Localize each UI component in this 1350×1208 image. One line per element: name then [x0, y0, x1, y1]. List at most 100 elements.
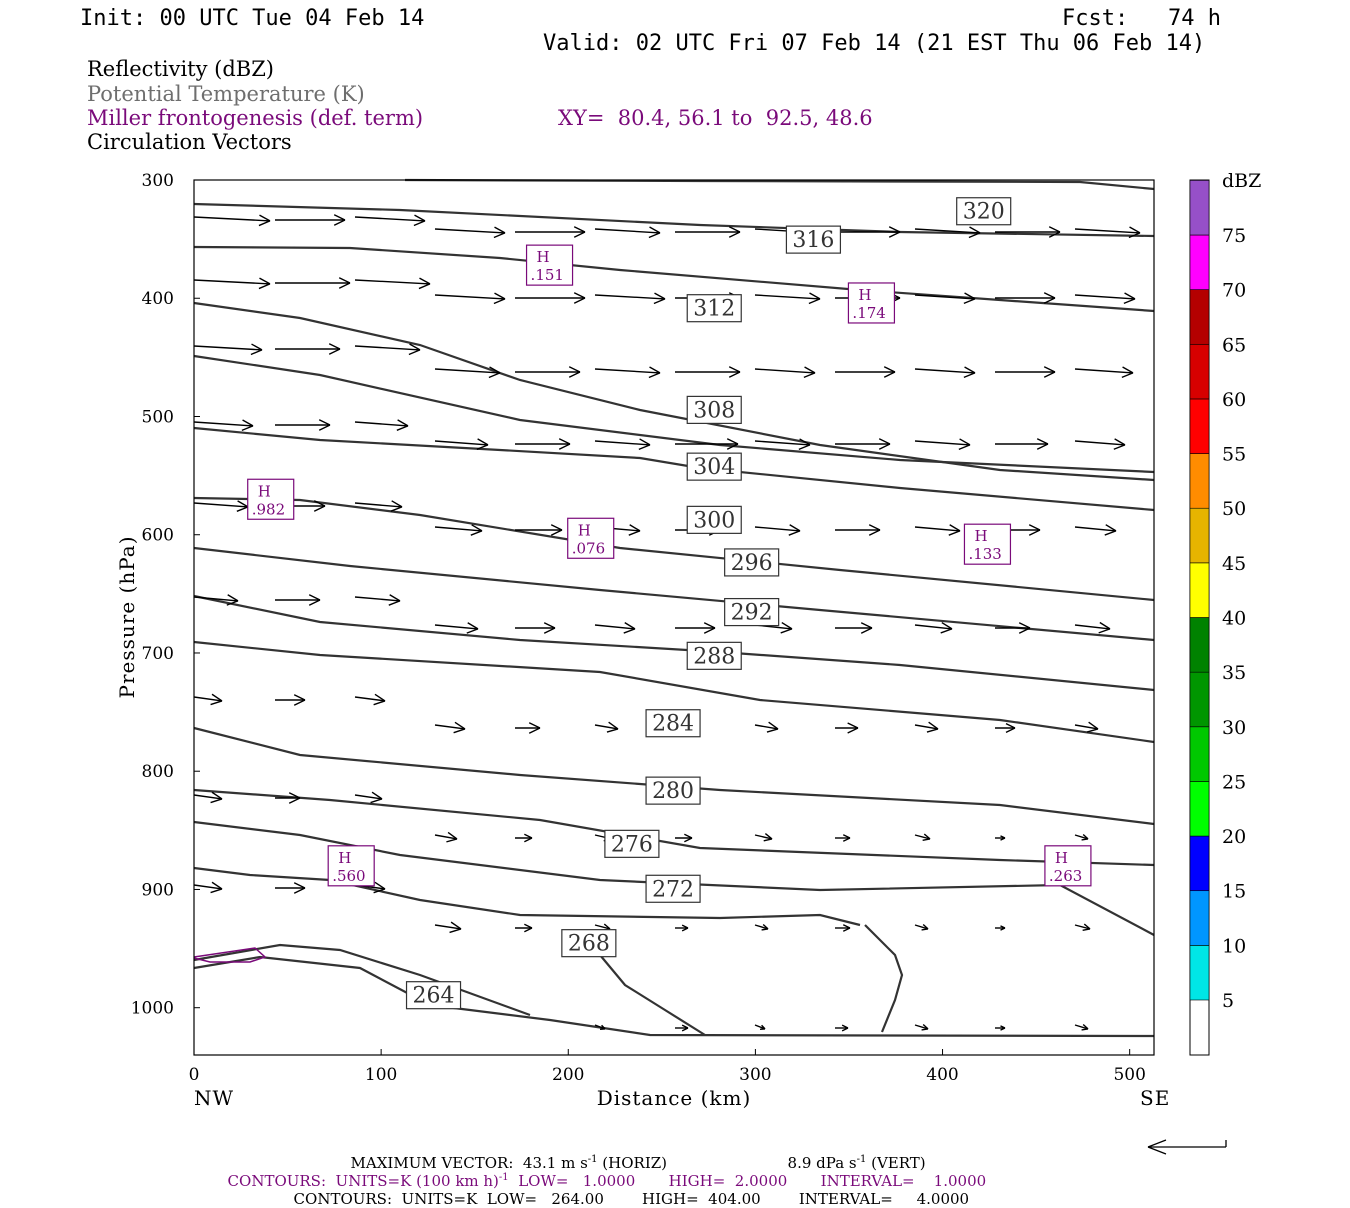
vector-head	[1113, 438, 1126, 450]
vector-shaft	[754, 724, 779, 730]
axes: 0 100 200 300 400 500 300 400 500 600 700 800 900 100…	[115, 171, 1169, 1110]
vector-shaft	[754, 834, 773, 840]
frontogenesis-max-value: .263	[1049, 867, 1082, 885]
colorbar-label: 35	[1222, 662, 1246, 684]
vector-shaft	[354, 596, 401, 602]
x-tick-label: 300	[739, 1065, 771, 1085]
colorbar-label: 55	[1222, 444, 1246, 466]
vector-head	[780, 621, 793, 634]
theta-label-box	[724, 548, 780, 577]
x-tick-label: 200	[552, 1065, 584, 1085]
theta-contour	[193, 955, 1155, 1038]
theta-label-box	[956, 197, 1012, 226]
vector-head	[390, 500, 403, 512]
y-tick-label: 400	[142, 289, 174, 309]
frontogenesis-max-value: .982	[252, 500, 285, 518]
vector-head	[1082, 923, 1091, 932]
theta-label-box	[645, 874, 701, 903]
frontogenesis-max-box	[247, 478, 295, 520]
colorbar-bin	[1189, 726, 1210, 782]
vector-head	[1005, 723, 1016, 733]
vector-head	[373, 693, 386, 706]
vector-shaft	[1074, 294, 1136, 300]
vector-shaft	[354, 502, 403, 508]
frontogenesis-max-box	[1044, 845, 1092, 887]
colorbar-label: 25	[1222, 771, 1246, 793]
vector-head	[210, 791, 223, 804]
colorbar-label: 70	[1222, 280, 1246, 302]
frontogenesis-max-value: .151	[531, 266, 564, 284]
theta-label-box	[686, 452, 742, 481]
colorbar-label: 50	[1222, 498, 1246, 520]
vector-head	[543, 622, 556, 634]
vector-head	[766, 721, 779, 733]
vector-shaft	[354, 794, 383, 800]
vector-shaft	[434, 440, 489, 446]
theta-label-box	[604, 829, 660, 858]
vector-head	[1104, 524, 1117, 536]
vector-head	[1128, 226, 1141, 239]
vector-head	[476, 438, 489, 450]
vector-shaft	[754, 1024, 766, 1030]
vector-shaft	[434, 228, 506, 234]
theta-label-box	[561, 929, 617, 958]
vector-head	[573, 292, 586, 304]
frontogenesis-contour	[193, 947, 267, 963]
vector-shaft	[354, 216, 426, 222]
theta-contour	[193, 202, 1155, 238]
vector-head	[808, 292, 821, 305]
theta-label-box	[405, 981, 462, 1010]
frontogenesis-max-symbol: H	[974, 527, 987, 545]
colorbar-bin	[1189, 890, 1210, 946]
vector-shaft	[434, 624, 479, 630]
vector-head	[703, 622, 716, 634]
theta-contour	[193, 594, 1155, 692]
theta-label-box	[686, 294, 742, 323]
theta-contour	[193, 426, 1155, 512]
vector-head	[1000, 925, 1006, 931]
frontogenesis-max-box	[567, 517, 615, 559]
vector-head	[388, 594, 401, 606]
vector-head	[493, 226, 506, 239]
vector-shaft	[914, 368, 976, 374]
vector-head	[453, 721, 466, 734]
frontogenesis-max-symbol: H	[537, 248, 550, 266]
vector-head	[568, 366, 581, 378]
vector-head	[761, 923, 769, 931]
theta-label-box	[785, 225, 842, 254]
vector-head	[493, 292, 506, 305]
frontogenesis-contours	[193, 947, 267, 963]
cross-section-endpoints: XY= 80.4, 56.1 to 92.5, 48.6	[558, 106, 873, 130]
vector-head	[418, 277, 431, 290]
frontogenesis-max-value: .560	[332, 867, 365, 885]
vector-shaft	[1074, 526, 1117, 532]
vector-head	[396, 419, 409, 431]
vector-head	[940, 621, 953, 634]
legend-frontogenesis: Miller frontogenesis (def. term)	[87, 106, 424, 130]
vector-head	[1121, 366, 1134, 379]
vector-shaft	[754, 294, 821, 300]
theta-label-box	[724, 597, 780, 627]
vector-head	[1018, 622, 1031, 634]
reference-vector-arrow	[1147, 1139, 1227, 1155]
theta-label-box	[686, 395, 742, 424]
vector-head	[1036, 438, 1049, 450]
frontogenesis-max-box	[327, 845, 375, 887]
vector-shaft	[594, 228, 661, 234]
vector-head	[524, 833, 533, 843]
vector-head	[726, 438, 739, 450]
vector-shaft	[1074, 624, 1111, 630]
vector-head	[293, 694, 306, 706]
frontogenesis-max-symbol: H	[258, 482, 271, 500]
vector-shaft	[354, 279, 431, 285]
vector-shaft	[193, 696, 223, 702]
vector-head	[648, 226, 661, 239]
vector-shaft	[594, 724, 619, 730]
theta-label: 268	[568, 932, 610, 957]
vector-head	[798, 438, 811, 450]
frontogenesis-max-symbol: H	[858, 286, 871, 304]
vector-head	[763, 833, 773, 842]
vector-head	[847, 722, 859, 734]
